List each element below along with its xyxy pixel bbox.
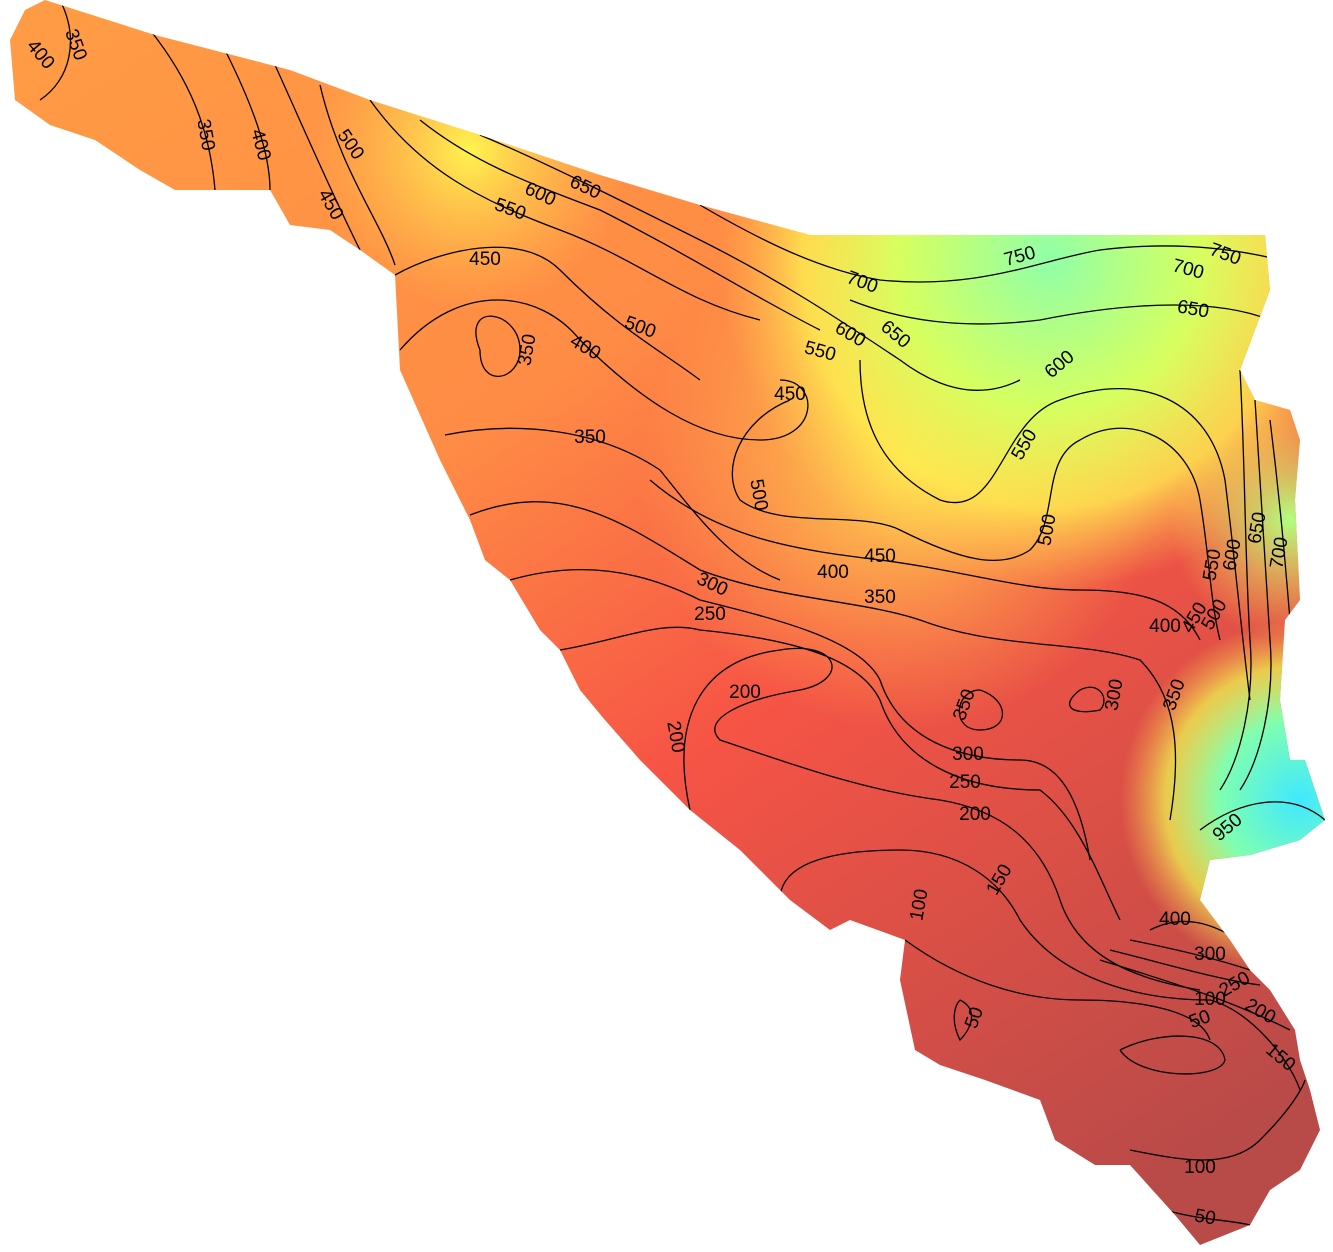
contour-line [779, 849, 1301, 1091]
contour-label: 450 [774, 384, 806, 405]
contour-line [274, 64, 361, 251]
contour-label: 300 [1194, 944, 1226, 965]
contour-line [1164, 1209, 1251, 1226]
contour-line [1119, 1035, 1226, 1075]
contour-line [904, 939, 1211, 1041]
contour-label: 300 [952, 744, 984, 765]
contour-line [1269, 419, 1291, 621]
contour-label: 450 [469, 249, 501, 270]
contour-line [731, 399, 1221, 641]
contour-line [1068, 686, 1105, 713]
contour-line [1109, 949, 1261, 986]
contour-line [683, 647, 1201, 991]
contour-label: 250 [694, 604, 726, 625]
contour-line [479, 134, 1021, 392]
contour-label: 250 [949, 772, 981, 793]
contour-line [1199, 801, 1325, 831]
contour-line [699, 204, 1281, 283]
contour-line [1219, 369, 1252, 791]
contour-line [649, 479, 1201, 641]
contour-line [1129, 1079, 1306, 1161]
contour-line [224, 49, 271, 191]
contour-line [149, 29, 216, 191]
contour-line [319, 84, 396, 266]
contour-label: 350 [864, 587, 896, 608]
contour-label: 100 [1194, 989, 1226, 1010]
contour-label: 400 [1159, 909, 1191, 930]
contour-line [859, 359, 1251, 701]
contour-line [559, 626, 1121, 921]
contour-label: 350 [574, 427, 606, 448]
contour-line [444, 427, 781, 581]
contour-label: 400 [817, 562, 849, 583]
contour-line [394, 246, 701, 381]
contour-line [1239, 399, 1272, 791]
contour-label: 200 [959, 804, 991, 825]
contour-line [399, 299, 809, 441]
contour-line [39, 0, 72, 101]
contour-line [1099, 959, 1291, 1031]
contour-label: 200 [729, 682, 761, 703]
contour-line [1129, 939, 1251, 971]
contour-line [469, 501, 1177, 821]
contour-line [958, 689, 1004, 731]
contour-line [475, 315, 521, 378]
contour-line [419, 119, 821, 331]
contour-label: 50 [1193, 1205, 1217, 1229]
contour-label: 400 [1149, 616, 1181, 637]
contour-line [953, 999, 973, 1042]
contour-label: 100 [1184, 1157, 1216, 1178]
contour-line [849, 299, 1271, 325]
contour-line [509, 568, 1091, 861]
contour-label: 450 [864, 546, 896, 567]
contour-line [369, 99, 761, 321]
